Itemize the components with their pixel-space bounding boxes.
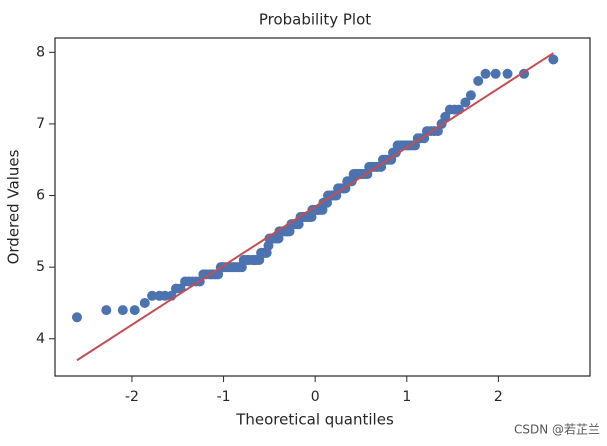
y-axis-label: Ordered Values	[5, 149, 23, 264]
plot-frame	[54, 37, 591, 377]
data-point	[465, 90, 476, 101]
data-point	[101, 305, 112, 316]
data-point	[139, 297, 150, 308]
y-tick-label: 5	[36, 259, 45, 275]
data-point	[129, 305, 140, 316]
y-tick-label: 8	[36, 44, 45, 60]
data-point	[548, 54, 559, 65]
data-point	[502, 68, 513, 79]
x-tick-label: -2	[125, 389, 139, 405]
data-point	[147, 290, 158, 301]
data-point	[473, 75, 484, 86]
x-tick-label: 2	[494, 389, 503, 405]
data-point	[460, 97, 471, 108]
x-tick-label: 1	[402, 389, 411, 405]
fit-line	[76, 52, 554, 362]
y-tick-label: 7	[36, 116, 45, 132]
data-point	[490, 68, 501, 79]
x-tick-label: 0	[311, 389, 320, 405]
x-tick-label: -1	[217, 389, 231, 405]
x-axis-label: Theoretical quantiles	[235, 411, 394, 429]
watermark: CSDN @若芷兰	[514, 423, 600, 437]
y-tick-label: 6	[36, 188, 45, 204]
data-point	[480, 68, 491, 79]
data-point	[71, 312, 82, 323]
data-point	[440, 111, 451, 122]
data-point	[117, 305, 128, 316]
y-tick-label: 4	[36, 331, 45, 347]
chart-title: Probability Plot	[259, 11, 371, 29]
